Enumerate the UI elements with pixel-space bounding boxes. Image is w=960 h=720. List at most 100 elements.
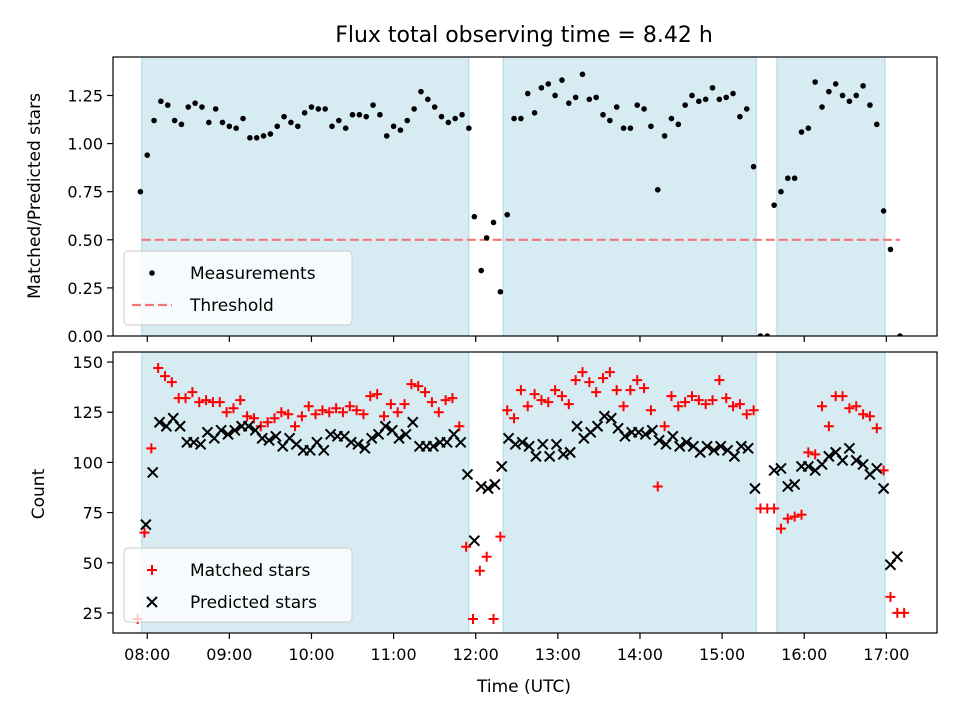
predicted-stars-point bbox=[530, 450, 542, 463]
matched-stars-point bbox=[591, 387, 602, 398]
matched-stars-point bbox=[878, 465, 889, 476]
measurement-point bbox=[431, 104, 438, 110]
predicted-stars-point bbox=[877, 482, 890, 495]
measurement-point bbox=[867, 102, 873, 108]
matched-stars-point bbox=[556, 391, 567, 402]
y-tick-label: 150 bbox=[72, 353, 103, 372]
matched-stars-point bbox=[146, 443, 157, 454]
matched-stars-point bbox=[454, 421, 465, 432]
measurement-point bbox=[860, 83, 866, 89]
predicted-stars-point bbox=[667, 430, 679, 443]
predicted-stars-point bbox=[619, 430, 631, 443]
measurement-point bbox=[572, 94, 579, 101]
predicted-stars-point bbox=[557, 448, 570, 461]
matched-stars-point bbox=[782, 513, 793, 524]
predicted-stars-point bbox=[850, 454, 862, 467]
matched-stars-point bbox=[385, 399, 396, 410]
predicted-stars-point bbox=[509, 438, 522, 451]
measurement-point bbox=[260, 133, 267, 139]
measurement-point bbox=[452, 115, 458, 122]
measurement-point bbox=[349, 111, 356, 118]
predicted-stars-point bbox=[400, 428, 412, 441]
x-tick-label: 12:00 bbox=[453, 645, 499, 664]
measurement-point bbox=[648, 123, 654, 130]
matched-stars-point bbox=[871, 423, 882, 434]
matched-stars-point bbox=[331, 403, 342, 414]
predicted-stars-point bbox=[496, 460, 508, 473]
matched-stars-point bbox=[851, 401, 862, 412]
measurement-point bbox=[634, 102, 641, 108]
predicted-stars-point bbox=[188, 436, 200, 449]
measurement-point bbox=[812, 79, 818, 85]
predicted-stars-point bbox=[823, 450, 835, 463]
predicted-stars-point bbox=[782, 480, 794, 493]
measurement-point bbox=[247, 135, 253, 141]
measurement-point bbox=[445, 119, 452, 126]
matched-stars-point bbox=[406, 379, 417, 390]
measurement-point bbox=[798, 129, 805, 135]
y-tick-label: 1.00 bbox=[67, 135, 103, 154]
predicted-stars-point bbox=[379, 420, 392, 432]
y-tick-label: 100 bbox=[72, 453, 103, 472]
measurement-point bbox=[887, 246, 894, 253]
measurement-point bbox=[654, 186, 661, 193]
measurement-point bbox=[253, 135, 260, 141]
matched-stars-point bbox=[447, 393, 458, 404]
matched-stars-point bbox=[324, 407, 335, 418]
measurement-point bbox=[832, 81, 839, 87]
measurement-point bbox=[478, 267, 484, 274]
top-subplot: 0.00 0.25 0.50 0.75 1.00 1.25 Measurements Thre… bbox=[67, 56, 938, 346]
predicted-stars-point bbox=[516, 436, 528, 449]
top-y-axis-label: Matched/Predicted stars bbox=[25, 93, 45, 299]
matched-stars-point bbox=[803, 447, 814, 458]
x-tick-label: 11:00 bbox=[371, 645, 417, 664]
legend: Matched stars Predicted stars bbox=[123, 547, 353, 623]
measurement-point bbox=[267, 131, 274, 137]
y-tick-label: 25 bbox=[83, 604, 103, 623]
measurement-point bbox=[192, 100, 198, 106]
matched-stars-point bbox=[474, 565, 485, 576]
matched-stars-point bbox=[337, 407, 348, 418]
measurement-point bbox=[778, 188, 784, 195]
predicted-stars-point bbox=[701, 440, 713, 453]
y-tick-label: 125 bbox=[72, 403, 103, 422]
measurement-point bbox=[839, 92, 846, 99]
measurement-point bbox=[199, 104, 205, 110]
x-tick-label: 08:00 bbox=[124, 645, 170, 664]
measurement-point bbox=[281, 113, 287, 120]
measurement-point bbox=[483, 235, 490, 241]
matched-stars-point bbox=[577, 367, 588, 378]
measurement-point bbox=[531, 110, 538, 116]
matched-stars-point bbox=[392, 407, 403, 418]
measurement-point bbox=[504, 211, 511, 218]
measurement-point bbox=[336, 117, 342, 124]
measurement-point bbox=[600, 111, 606, 118]
matched-stars-point bbox=[283, 409, 294, 420]
measurement-point bbox=[206, 119, 212, 126]
matched-stars-point bbox=[844, 403, 855, 414]
measurement-point bbox=[425, 96, 431, 103]
predicted-stars-point bbox=[742, 442, 754, 455]
matched-stars-point bbox=[399, 399, 410, 410]
measurement-point bbox=[438, 113, 445, 120]
measurement-point bbox=[873, 121, 880, 128]
matched-stars-point bbox=[823, 421, 834, 432]
matched-stars-point bbox=[420, 387, 431, 398]
measurement-point bbox=[471, 213, 478, 220]
measurement-point bbox=[897, 333, 903, 336]
matched-stars-point bbox=[728, 401, 739, 412]
predicted-stars-point bbox=[564, 446, 576, 459]
measurement-point bbox=[301, 110, 308, 116]
matched-stars-point bbox=[296, 411, 307, 422]
matched-stars-point bbox=[632, 375, 643, 386]
bottom-y-axis-label: Count bbox=[29, 468, 49, 519]
predicted-stars-point bbox=[242, 420, 255, 432]
predicted-stars-point bbox=[229, 424, 241, 436]
matched-stars-point bbox=[618, 401, 629, 412]
matched-stars-point bbox=[160, 371, 171, 382]
measurement-point bbox=[171, 117, 178, 124]
predicted-stars-point bbox=[475, 480, 487, 493]
measurement-point bbox=[559, 77, 565, 83]
measurement-point bbox=[459, 111, 465, 118]
